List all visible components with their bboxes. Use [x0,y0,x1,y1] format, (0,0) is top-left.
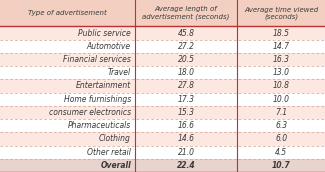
Text: 45.8: 45.8 [177,29,195,37]
Bar [0,79,325,93]
Text: Financial services: Financial services [63,55,131,64]
Text: 20.5: 20.5 [177,55,195,64]
Bar [0,159,325,172]
Bar [0,132,325,146]
Text: 27.2: 27.2 [177,42,195,51]
Text: Type of advertisement: Type of advertisement [28,10,107,16]
Bar [237,0,325,26]
Text: 22.4: 22.4 [177,161,195,170]
Text: Entertainment: Entertainment [76,82,131,90]
Bar [0,106,325,119]
Bar [0,66,325,79]
Text: Overall: Overall [100,161,131,170]
Text: 18.0: 18.0 [177,68,195,77]
Bar [135,0,237,26]
Text: 14.6: 14.6 [177,135,195,143]
Text: 17.3: 17.3 [177,95,195,104]
Bar [0,146,325,159]
Text: Clothing: Clothing [99,135,131,143]
Bar [0,53,325,66]
Text: Average time viewed
(seconds): Average time viewed (seconds) [244,6,318,20]
Bar [0,93,325,106]
Text: Pharmaceuticals: Pharmaceuticals [68,121,131,130]
Text: 6.3: 6.3 [275,121,287,130]
Text: 7.1: 7.1 [275,108,287,117]
Text: Public service: Public service [78,29,131,37]
Text: Travel: Travel [108,68,131,77]
Text: Average length of
advertisement (seconds): Average length of advertisement (seconds… [142,6,230,20]
Text: 6.0: 6.0 [275,135,287,143]
Text: 4.5: 4.5 [275,148,287,157]
Bar [0,26,325,40]
Bar [0,119,325,132]
Text: 15.3: 15.3 [177,108,195,117]
Text: 16.3: 16.3 [273,55,290,64]
Bar [0,40,325,53]
Text: consumer electronics: consumer electronics [49,108,131,117]
Text: 21.0: 21.0 [177,148,195,157]
Text: 14.7: 14.7 [273,42,290,51]
Text: 13.0: 13.0 [273,68,290,77]
Bar [0,0,135,26]
Text: 27.8: 27.8 [177,82,195,90]
Text: 16.6: 16.6 [177,121,195,130]
Text: 10.7: 10.7 [272,161,291,170]
Text: Home furnishings: Home furnishings [64,95,131,104]
Text: Other retail: Other retail [87,148,131,157]
Text: 10.0: 10.0 [273,95,290,104]
Text: 10.8: 10.8 [273,82,290,90]
Text: Automotive: Automotive [87,42,131,51]
Text: 18.5: 18.5 [273,29,290,37]
